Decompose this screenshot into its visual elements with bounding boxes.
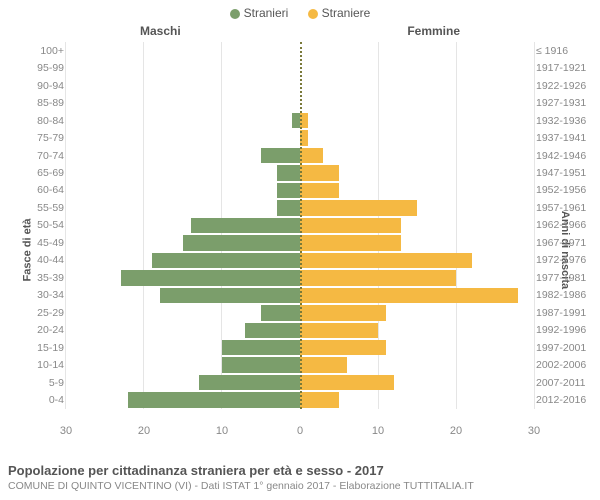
chart-subtitle: COMUNE DI QUINTO VICENTINO (VI) - Dati I… (8, 480, 592, 492)
male-bar (261, 305, 300, 320)
birth-label: 1997-2001 (536, 339, 596, 356)
birth-label: 1952-1956 (536, 182, 596, 199)
female-half (300, 42, 534, 409)
birth-label: 1927-1931 (536, 94, 596, 111)
age-label: 65-69 (4, 164, 64, 181)
age-label: 75-79 (4, 129, 64, 146)
age-label: 85-89 (4, 94, 64, 111)
birth-label: 1977-1981 (536, 269, 596, 286)
birth-label: 2007-2011 (536, 374, 596, 391)
age-label: 90-94 (4, 77, 64, 94)
age-label: 45-49 (4, 234, 64, 251)
x-tick: 0 (297, 425, 303, 437)
female-bar (300, 183, 339, 198)
male-bar (128, 392, 300, 407)
male-bar (121, 270, 300, 285)
birth-label: 2012-2016 (536, 391, 596, 408)
female-bar (300, 375, 394, 390)
male-bar (277, 200, 300, 215)
age-label: 5-9 (4, 374, 64, 391)
age-label: 20-24 (4, 322, 64, 339)
birth-labels: ≤ 19161917-19211922-19261927-19311932-19… (536, 42, 596, 409)
footer: Popolazione per cittadinanza straniera p… (8, 463, 592, 492)
age-label: 25-29 (4, 304, 64, 321)
age-label: 95-99 (4, 59, 64, 76)
female-bar (300, 305, 386, 320)
birth-label: 1967-1971 (536, 234, 596, 251)
legend-female-label: Straniere (322, 6, 371, 20)
male-half (66, 42, 300, 409)
birth-label: 1942-1946 (536, 147, 596, 164)
header-male: Maschi (140, 24, 181, 38)
male-bar (152, 253, 300, 268)
x-tick: 20 (138, 425, 150, 437)
female-bar (300, 148, 323, 163)
x-tick: 10 (372, 425, 384, 437)
birth-label: ≤ 1916 (536, 42, 596, 59)
x-axis-ticks: 3020100102030 (66, 425, 534, 439)
pyramid-chart (66, 42, 534, 424)
birth-label: 1962-1966 (536, 217, 596, 234)
x-tick: 20 (450, 425, 462, 437)
birth-label: 1982-1986 (536, 287, 596, 304)
birth-label: 1917-1921 (536, 59, 596, 76)
age-label: 55-59 (4, 199, 64, 216)
male-bar (222, 340, 300, 355)
age-label: 40-44 (4, 252, 64, 269)
male-bar (183, 235, 300, 250)
female-bar (300, 165, 339, 180)
female-bar (300, 218, 401, 233)
female-swatch (308, 9, 318, 19)
male-bar (160, 288, 300, 303)
x-tick: 10 (216, 425, 228, 437)
legend-male-label: Stranieri (244, 6, 289, 20)
age-label: 15-19 (4, 339, 64, 356)
male-bar (222, 357, 300, 372)
male-bar (245, 323, 300, 338)
male-bar (277, 183, 300, 198)
female-bar (300, 200, 417, 215)
chart-title: Popolazione per cittadinanza straniera p… (8, 463, 592, 478)
age-label: 35-39 (4, 269, 64, 286)
female-bar (300, 357, 347, 372)
female-bar (300, 323, 378, 338)
female-bar (300, 340, 386, 355)
age-label: 50-54 (4, 217, 64, 234)
male-swatch (230, 9, 240, 19)
age-label: 60-64 (4, 182, 64, 199)
birth-label: 1922-1926 (536, 77, 596, 94)
male-bar (191, 218, 300, 233)
age-label: 10-14 (4, 356, 64, 373)
female-bar (300, 235, 401, 250)
male-bar (292, 113, 300, 128)
female-bar (300, 392, 339, 407)
male-bar (277, 165, 300, 180)
legend: Stranieri Straniere (0, 6, 600, 20)
age-label: 100+ (4, 42, 64, 59)
birth-label: 1992-1996 (536, 322, 596, 339)
age-label: 30-34 (4, 287, 64, 304)
birth-label: 1932-1936 (536, 112, 596, 129)
age-label: 0-4 (4, 391, 64, 408)
birth-label: 2002-2006 (536, 356, 596, 373)
birth-label: 1972-1976 (536, 252, 596, 269)
male-bar (261, 148, 300, 163)
female-bar (300, 270, 456, 285)
birth-label: 1937-1941 (536, 129, 596, 146)
female-bar (300, 288, 518, 303)
center-line (300, 42, 302, 409)
birth-label: 1987-1991 (536, 304, 596, 321)
x-tick: 30 (528, 425, 540, 437)
birth-label: 1947-1951 (536, 164, 596, 181)
female-bar (300, 253, 472, 268)
header-female: Femmine (407, 24, 460, 38)
age-label: 70-74 (4, 147, 64, 164)
age-labels: 100+95-9990-9485-8980-8475-7970-7465-696… (4, 42, 64, 409)
birth-label: 1957-1961 (536, 199, 596, 216)
age-label: 80-84 (4, 112, 64, 129)
x-tick: 30 (60, 425, 72, 437)
male-bar (199, 375, 300, 390)
